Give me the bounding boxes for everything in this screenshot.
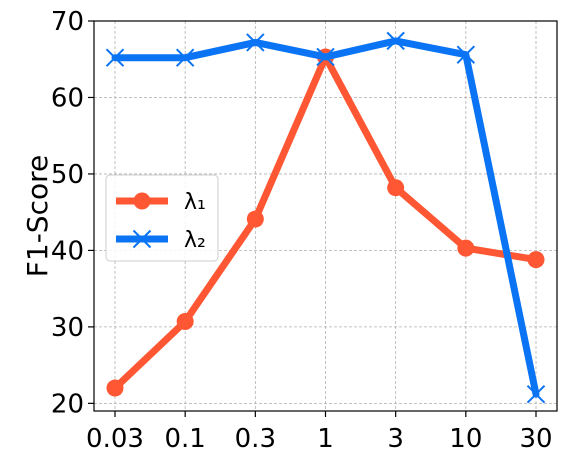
data-point-marker (526, 384, 546, 404)
x-tick-label: 1 (317, 424, 334, 454)
y-tick-label: 20 (51, 389, 84, 419)
x-tick-label: 30 (519, 424, 552, 454)
y-tick-label: 40 (51, 236, 84, 266)
data-point-marker (176, 313, 194, 331)
y-ticks: 20 30 40 50 60 70 (51, 7, 94, 419)
legend-label: λ₂ (184, 228, 206, 253)
data-point-marker (132, 229, 152, 249)
y-tick-label: 30 (51, 313, 84, 343)
data-point-marker (105, 48, 125, 67)
legend-label: λ₁ (184, 190, 206, 215)
data-point-marker (386, 31, 405, 51)
legend: λ₁ λ₂ (105, 174, 219, 262)
y-tick-label: 60 (51, 83, 84, 113)
x-tick-label: 0.1 (164, 424, 205, 454)
data-point-marker (457, 239, 475, 257)
series-layer (105, 31, 546, 404)
data-point-marker (246, 210, 264, 228)
data-point-marker (316, 47, 335, 67)
data-point-marker (175, 48, 195, 67)
data-point-marker (456, 45, 476, 64)
data-point-marker (246, 33, 265, 52)
y-tick-label: 70 (51, 7, 84, 37)
x-ticks: 0.03 0.1 0.3 1 3 10 30 (86, 411, 553, 454)
x-tick-label: 3 (387, 424, 404, 454)
legend-entry: λ₁ (116, 190, 206, 215)
series-2 (105, 31, 546, 404)
data-point-marker (133, 192, 151, 210)
data-point-marker (387, 179, 405, 197)
data-point-marker (106, 379, 124, 397)
y-axis-label: F1-Score (21, 155, 54, 277)
y-tick-label: 50 (51, 160, 84, 190)
legend-entry: λ₂ (116, 228, 206, 253)
x-tick-label: 0.3 (235, 424, 276, 454)
x-tick-label: 10 (449, 424, 482, 454)
data-point-marker (527, 251, 545, 269)
x-tick-label: 0.03 (86, 424, 144, 454)
